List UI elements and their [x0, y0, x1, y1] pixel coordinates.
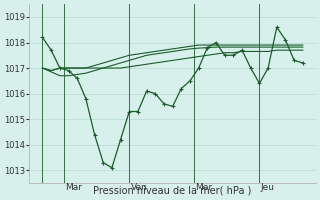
Text: Mar: Mar	[65, 183, 82, 192]
Text: Jeu: Jeu	[261, 183, 275, 192]
Text: Mer: Mer	[196, 183, 213, 192]
X-axis label: Pression niveau de la mer( hPa ): Pression niveau de la mer( hPa )	[93, 186, 252, 196]
Text: Ven: Ven	[131, 183, 147, 192]
